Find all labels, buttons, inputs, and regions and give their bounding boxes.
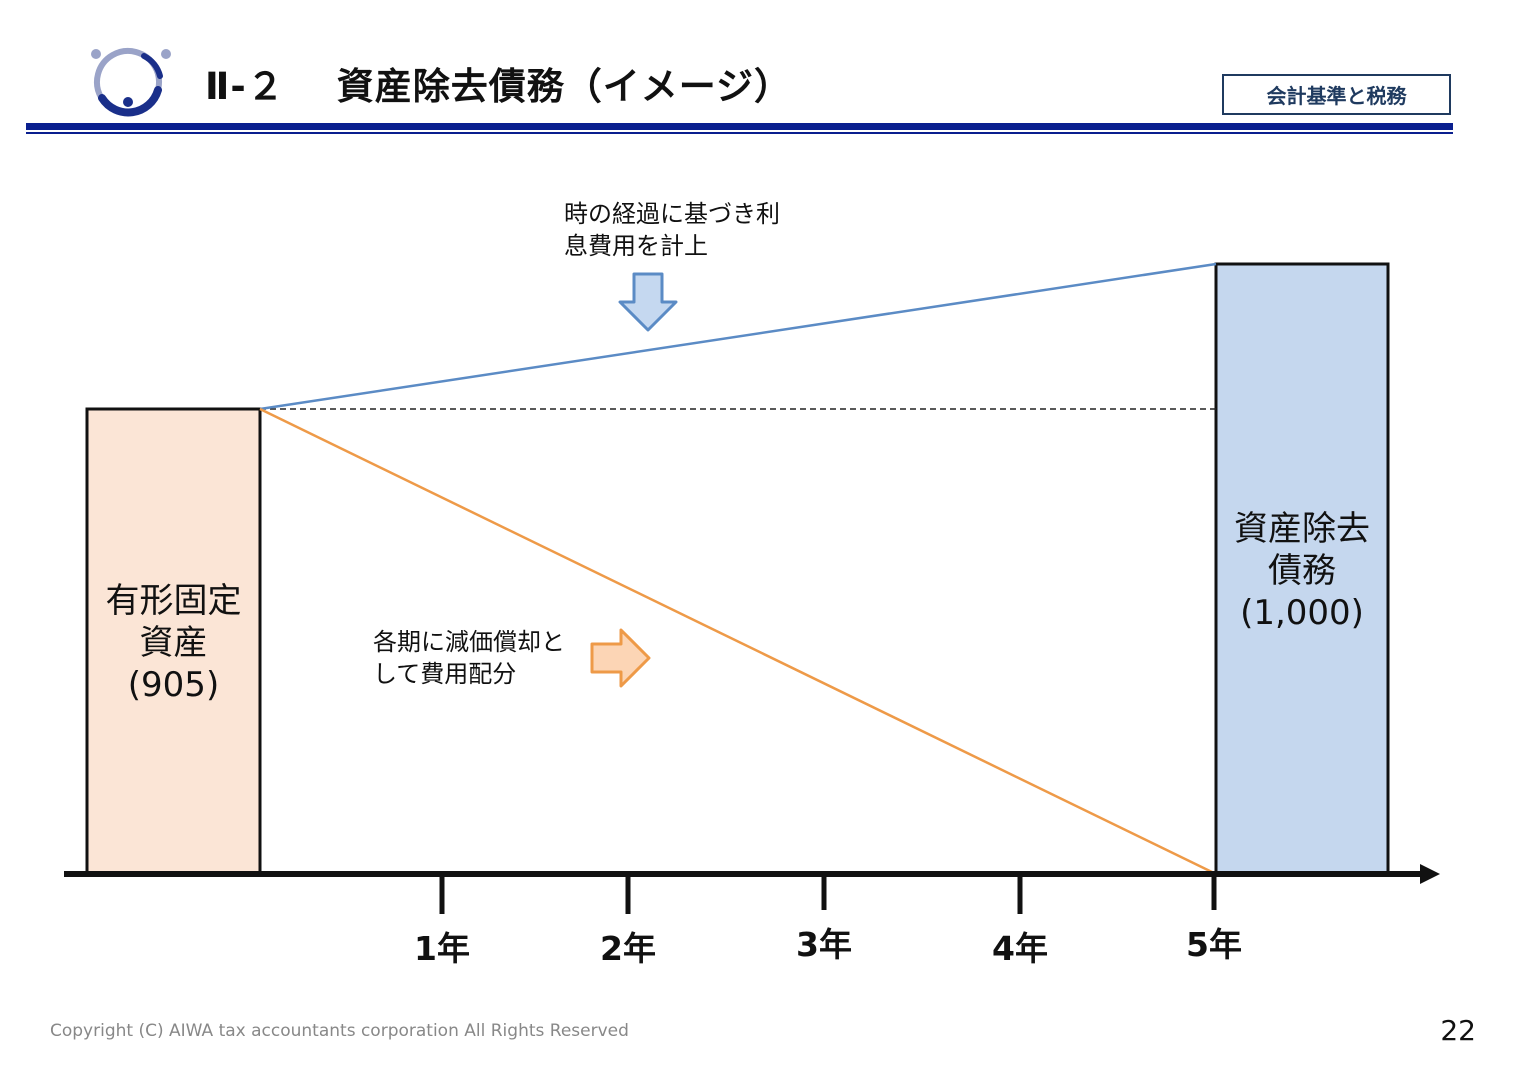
- year-label-4: 4年: [992, 929, 1048, 968]
- year-label-2: 2年: [600, 929, 656, 968]
- title-text: 資産除去債務（イメージ）: [336, 65, 792, 108]
- page-number: 22: [1440, 1014, 1476, 1047]
- fixed-asset-label-line2: 資産: [139, 623, 208, 663]
- aro-value: (1,000): [1240, 593, 1364, 633]
- header-rule-thick: [26, 123, 1453, 130]
- interest-note: 時の経過に基づき利 息費用を計上: [564, 198, 780, 262]
- fixed-asset-label: 有形固定 資産 (905): [87, 580, 260, 706]
- depreciation-line: [259, 407, 1217, 876]
- fixed-asset-label-line1: 有形固定: [105, 581, 242, 621]
- header-rule-thin: [26, 132, 1453, 134]
- aro-label-line1: 資産除去: [1234, 509, 1370, 549]
- copyright-text: Copyright (C) AIWA tax accountants corpo…: [50, 1021, 629, 1041]
- down-arrow-icon: [618, 272, 678, 332]
- interest-accretion-line: [259, 262, 1217, 411]
- interest-note-line1: 時の経過に基づき利: [564, 200, 780, 228]
- depreciation-note-line1: 各期に減価償却と: [373, 628, 565, 656]
- year-label-1: 1年: [414, 929, 470, 968]
- page-title: Ⅱ-２ 資産除去債務（イメージ）: [205, 56, 792, 110]
- right-arrow-icon: [590, 628, 651, 688]
- depreciation-note-line2: して費用配分: [373, 660, 517, 688]
- aro-label-line2: 債務: [1268, 551, 1336, 591]
- year-label-5: 5年: [1186, 925, 1242, 964]
- aro-label: 資産除去 債務 (1,000): [1216, 508, 1388, 634]
- section-number: Ⅱ-２: [205, 65, 285, 108]
- interest-note-line2: 息費用を計上: [564, 232, 708, 260]
- fixed-asset-value: (905): [127, 665, 220, 705]
- category-tag: 会計基準と税務: [1222, 74, 1451, 115]
- depreciation-note: 各期に減価償却と して費用配分: [373, 626, 565, 690]
- company-ring-logo-icon: [91, 48, 171, 117]
- year-label-3: 3年: [796, 925, 852, 964]
- time-axis-arrowhead-icon: [1420, 864, 1440, 884]
